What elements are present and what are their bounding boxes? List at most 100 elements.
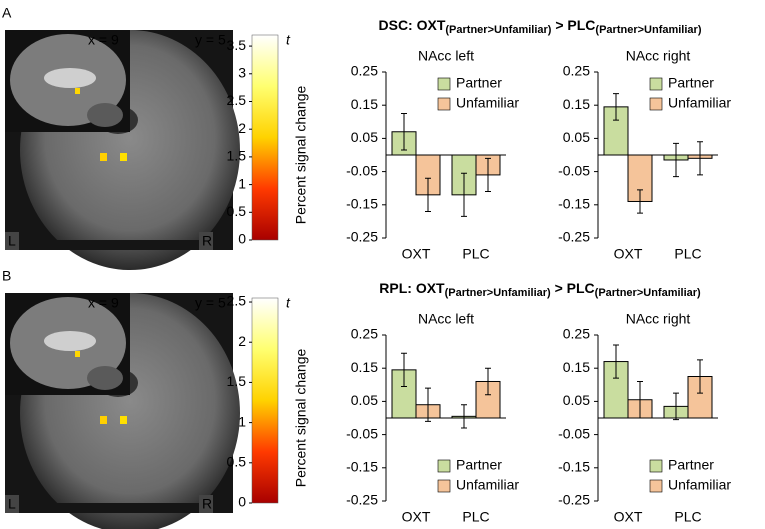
brain-bg: [5, 240, 233, 250]
y-tick-label: 0.05: [351, 392, 378, 408]
activation: [120, 416, 127, 424]
legend-label: Unfamiliar: [668, 477, 731, 493]
error-bar: [485, 157, 491, 193]
colorbar-tick-label: 1: [238, 413, 246, 429]
colorbar-tick-label: 0.5: [227, 203, 247, 219]
y-tick-label: -0.15: [346, 196, 378, 212]
colorbar-label: t: [286, 32, 291, 48]
panel-label: B: [2, 268, 11, 284]
activation: [75, 88, 80, 94]
error-bar: [613, 344, 619, 379]
colorbar: [251, 34, 279, 241]
legend-label: Partner: [668, 75, 714, 91]
y-tick-label: 0.25: [351, 326, 378, 342]
y-tick-label: -0.05: [558, 162, 590, 178]
y-tick-label: -0.05: [346, 425, 378, 441]
title-text: DSC: OXT: [379, 17, 446, 33]
cerebellum: [87, 103, 123, 127]
y-tick-label: -0.15: [346, 459, 378, 475]
colorbar-tick-label: 2: [238, 333, 246, 349]
y-tick-label: -0.15: [558, 459, 590, 475]
colorbar: [251, 297, 279, 504]
y-tick-label: 0.15: [563, 96, 590, 112]
x-tick-label: OXT: [614, 509, 643, 525]
legend-label: Partner: [456, 457, 502, 473]
colorbar-tick-label: 0.5: [227, 454, 247, 470]
x-tick-label: PLC: [674, 509, 701, 525]
y-tick-label: 0.05: [563, 392, 590, 408]
colorbar-tick-label: 1.5: [227, 373, 247, 389]
error-bar: [425, 177, 431, 212]
error-bar: [461, 404, 467, 429]
y-tick-label: -0.05: [558, 425, 590, 441]
colorbar-tick-label: 0: [238, 494, 246, 510]
brain-image: [5, 293, 240, 529]
orientation-label: R: [202, 496, 212, 512]
x-tick-label: OXT: [614, 246, 643, 262]
brain-bg: [5, 503, 233, 513]
error-bar: [485, 367, 491, 396]
y-axis-label: Percent signal change: [293, 349, 309, 488]
x-tick-label: OXT: [402, 509, 431, 525]
error-bar: [401, 352, 407, 387]
orientation-box: [199, 495, 213, 513]
y-tick-label: -0.25: [346, 229, 378, 245]
y-tick-label: -0.05: [346, 162, 378, 178]
error-bar: [425, 387, 431, 422]
y-tick-label: 0.15: [351, 96, 378, 112]
y-tick-label: 0.25: [563, 326, 590, 342]
error-bar: [673, 392, 679, 421]
colorbar-tick-label: 3.5: [227, 37, 247, 53]
figure-title: RPL: OXT(Partner>Unfamiliar) > PLC(Partn…: [379, 280, 701, 299]
cerebellum: [87, 366, 123, 390]
y-tick-label: -0.25: [346, 492, 378, 508]
activation: [100, 153, 107, 161]
slice-label: x = 9: [88, 295, 119, 311]
legend-swatch: [437, 97, 451, 111]
y-tick-label: 0.25: [563, 63, 590, 79]
y-tick-label: 0.05: [351, 129, 378, 145]
x-tick-label: OXT: [402, 246, 431, 262]
figure-title: DSC: OXT(Partner>Unfamiliar) > PLC(Partn…: [379, 17, 702, 36]
legend-label: Partner: [668, 457, 714, 473]
y-tick-label: 0.15: [563, 359, 590, 375]
legend-label: Unfamiliar: [668, 95, 731, 111]
colorbar-tick-label: 1.5: [227, 148, 247, 164]
y-tick-label: 0.05: [563, 129, 590, 145]
title-subscript: (Partner>Unfamiliar): [595, 24, 701, 36]
orientation-box: [5, 495, 19, 513]
slice-label: y = 5: [195, 32, 226, 48]
orientation-label: R: [202, 233, 212, 249]
colorbar-tick-label: 0: [238, 231, 246, 247]
legend-label: Unfamiliar: [456, 477, 519, 493]
x-tick-label: PLC: [674, 246, 701, 262]
colorbar-tick-label: 3: [238, 64, 246, 80]
y-axis-label: Percent signal change: [293, 86, 309, 225]
activation: [100, 416, 107, 424]
legend-swatch: [649, 77, 663, 91]
legend-swatch: [437, 77, 451, 91]
error-bar: [697, 141, 703, 176]
chart-title: NAcc left: [418, 311, 474, 327]
orientation-box: [199, 232, 213, 250]
panel-label: A: [2, 5, 12, 21]
y-tick-label: -0.25: [558, 229, 590, 245]
slice-label: x = 9: [88, 32, 119, 48]
colorbar-tick-label: 2.5: [227, 293, 247, 309]
error-bar: [401, 113, 407, 151]
orientation-label: L: [8, 233, 16, 249]
colorbar-tick-label: 2.5: [227, 92, 247, 108]
title-text: RPL: OXT: [379, 280, 445, 296]
error-bar: [461, 172, 467, 217]
slice-label: y = 5: [195, 295, 226, 311]
corpus-callosum: [44, 68, 96, 88]
orientation-label: L: [8, 496, 16, 512]
title-text: > PLC: [551, 280, 595, 296]
legend-swatch: [649, 97, 663, 111]
legend-swatch: [649, 459, 663, 473]
title-subscript: (Partner>Unfamiliar): [595, 287, 701, 299]
colorbar-tick-label: 2: [238, 120, 246, 136]
y-tick-label: 0.25: [351, 63, 378, 79]
legend-label: Unfamiliar: [456, 95, 519, 111]
